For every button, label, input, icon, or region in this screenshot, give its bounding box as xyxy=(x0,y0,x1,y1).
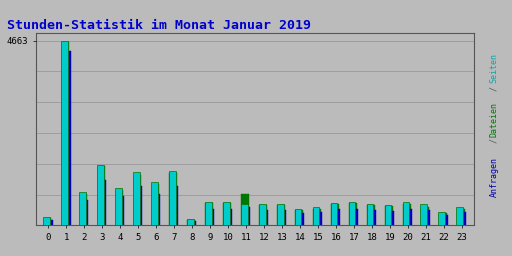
Bar xyxy=(402,202,410,225)
Bar xyxy=(151,182,158,225)
Bar xyxy=(331,203,337,225)
Bar xyxy=(169,173,177,225)
Bar xyxy=(457,207,463,225)
Text: Dateien: Dateien xyxy=(489,102,499,137)
Bar xyxy=(278,205,285,225)
Bar xyxy=(193,220,196,225)
Bar xyxy=(409,209,412,225)
Bar xyxy=(116,190,123,225)
Bar xyxy=(349,201,355,225)
Text: /: / xyxy=(489,86,499,96)
Bar xyxy=(223,201,229,225)
Bar xyxy=(403,204,411,225)
Bar xyxy=(283,210,286,225)
Bar xyxy=(175,186,178,225)
Bar xyxy=(241,194,249,225)
Bar xyxy=(139,186,142,225)
Bar xyxy=(43,217,50,225)
Bar xyxy=(313,207,319,225)
Bar xyxy=(229,209,232,225)
Text: Stunden-Statistik im Monat Januar 2019: Stunden-Statistik im Monat Januar 2019 xyxy=(7,19,311,32)
Bar xyxy=(44,218,51,225)
Bar xyxy=(294,209,302,225)
Bar xyxy=(259,204,266,225)
Bar xyxy=(49,220,53,225)
Bar xyxy=(241,204,247,225)
Bar xyxy=(373,210,376,225)
Bar xyxy=(265,210,268,225)
Bar xyxy=(121,196,124,225)
Bar xyxy=(85,199,89,225)
Bar xyxy=(157,194,160,225)
Bar xyxy=(79,192,86,225)
Bar xyxy=(426,210,430,225)
Bar xyxy=(457,209,465,225)
Text: /: / xyxy=(489,138,499,148)
Bar xyxy=(463,212,466,225)
Bar xyxy=(103,180,106,225)
Bar xyxy=(420,204,428,225)
Bar xyxy=(152,184,159,225)
Bar xyxy=(295,210,303,225)
Bar xyxy=(421,207,429,225)
Bar xyxy=(79,194,87,225)
Bar xyxy=(211,209,215,225)
Bar xyxy=(313,209,321,225)
Bar xyxy=(205,203,213,225)
Bar xyxy=(444,215,448,225)
Bar xyxy=(98,166,105,225)
Bar xyxy=(439,213,446,225)
Bar xyxy=(67,51,71,225)
Bar xyxy=(115,188,122,225)
Bar xyxy=(133,172,140,225)
Bar xyxy=(355,209,358,225)
Bar xyxy=(391,211,394,225)
Bar xyxy=(276,204,284,225)
Bar xyxy=(61,41,68,225)
Bar xyxy=(134,175,141,225)
Bar xyxy=(319,212,322,225)
Bar xyxy=(337,209,340,225)
Bar xyxy=(187,220,195,225)
Bar xyxy=(367,204,373,225)
Bar xyxy=(247,207,250,225)
Bar xyxy=(61,42,69,225)
Bar xyxy=(367,205,375,225)
Bar xyxy=(97,165,104,225)
Bar xyxy=(260,206,267,225)
Bar xyxy=(385,206,393,225)
Bar xyxy=(301,213,304,225)
Bar xyxy=(223,203,231,225)
Bar xyxy=(385,205,391,225)
Bar xyxy=(349,203,357,225)
Text: Anfragen: Anfragen xyxy=(489,157,499,197)
Bar xyxy=(205,202,211,225)
Bar xyxy=(438,212,445,225)
Bar xyxy=(187,219,194,225)
Bar xyxy=(169,171,176,225)
Bar xyxy=(331,204,339,225)
Text: Seiten: Seiten xyxy=(489,53,499,83)
